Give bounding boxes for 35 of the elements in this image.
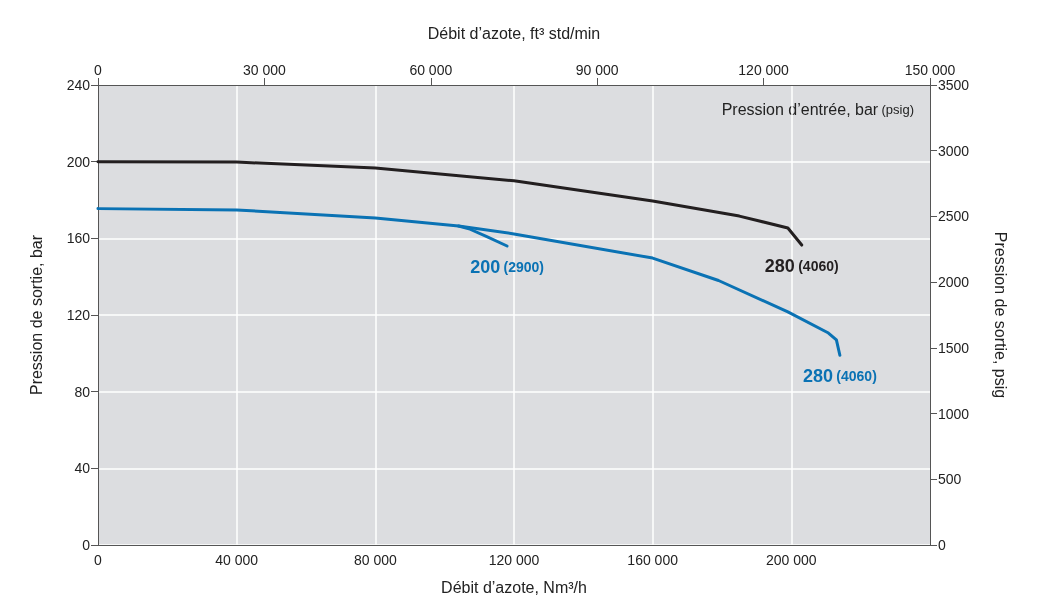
y2-tick-label: 1500 — [938, 339, 970, 356]
y2-tick-label: 500 — [938, 471, 962, 488]
y2-axis-title: Pression de sortie, psig — [991, 231, 1009, 399]
y-tick-label: 200 — [66, 153, 91, 170]
y-tick-label: 120 — [66, 307, 91, 323]
y2-tick-label: 3000 — [938, 142, 970, 159]
y-tick-label: 80 — [74, 383, 91, 400]
x2-axis-title: Débit d’azote, ft³ std/min — [427, 24, 601, 42]
y-tick-label: 0 — [82, 537, 91, 553]
y2-tick-label: 0 — [938, 537, 946, 553]
x2-tick-label: 150 000 — [904, 62, 956, 78]
legend-title: Pression d’entrée, bar (psig) — [721, 100, 915, 118]
y2-tick-label: 2000 — [938, 274, 970, 291]
x-tick-label: 40 000 — [215, 552, 259, 568]
x2-tick-label: 120 000 — [738, 62, 790, 78]
x2-tick-label: 0 — [94, 62, 103, 78]
x-tick-label: 120 000 — [488, 552, 540, 568]
x-tick-label: 200 000 — [766, 552, 817, 568]
x2-tick-label: 90 000 — [575, 62, 619, 78]
y2-tick-label: 3500 — [938, 77, 970, 93]
y2-tick-label: 2500 — [938, 208, 970, 225]
y-tick-label: 240 — [66, 77, 91, 93]
series-label: 280 (4060) — [802, 366, 877, 387]
x-tick-label: 0 — [94, 552, 103, 568]
x2-tick-label: 60 000 — [409, 62, 453, 78]
series-label: 280 (4060) — [764, 256, 839, 277]
y2-tick-label: 1000 — [938, 405, 970, 422]
x2-tick-label: 30 000 — [242, 62, 287, 78]
y-tick-label: 40 — [74, 460, 91, 477]
y-tick-label: 160 — [66, 230, 91, 247]
x-tick-label: 80 000 — [353, 552, 397, 568]
x-axis-title: Débit d’azote, Nm³/h — [441, 578, 587, 596]
series-label: 200 (2900) — [470, 257, 544, 277]
x-tick-label: 160 000 — [627, 552, 679, 568]
y-axis-title: Pression de sortie, bar — [27, 234, 45, 396]
